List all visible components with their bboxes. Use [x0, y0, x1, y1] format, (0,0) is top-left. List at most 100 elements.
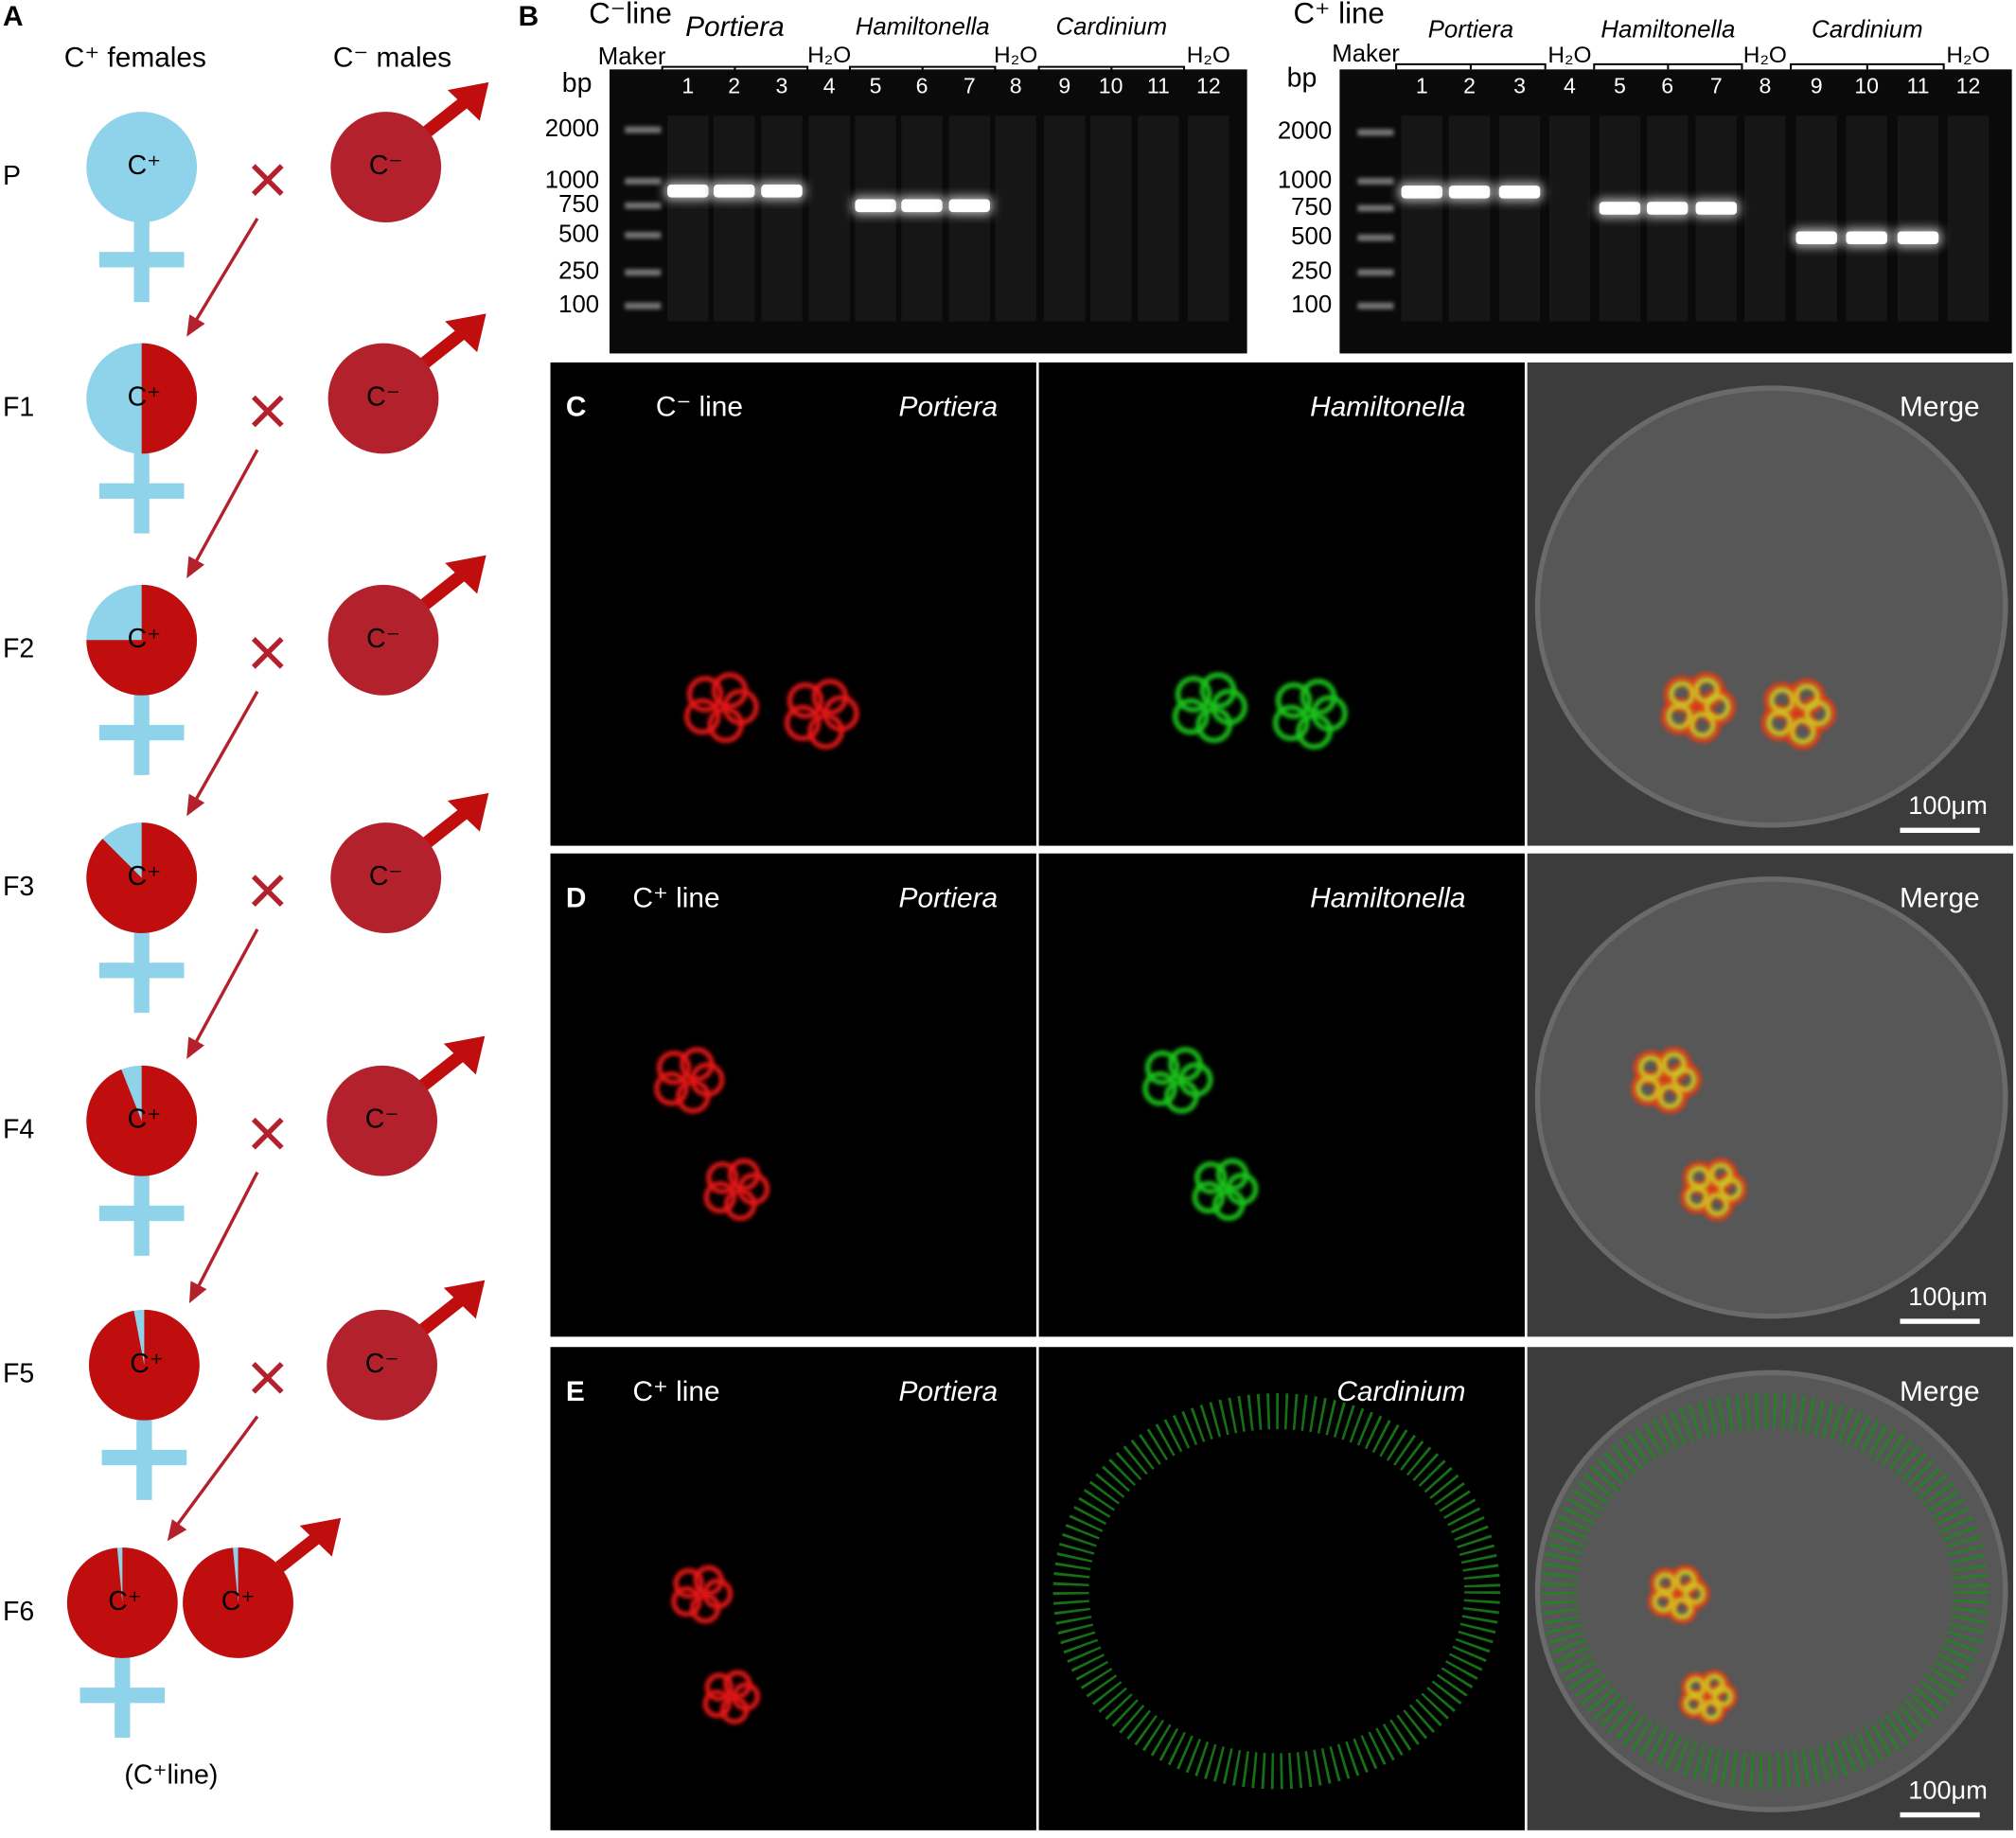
lane-smear: [1846, 115, 1887, 322]
lane-number: 1: [1416, 73, 1428, 97]
symbiont-halo: [1052, 1393, 1501, 1790]
channel-label: Portiera: [899, 392, 999, 423]
male-label: C⁻: [369, 150, 403, 181]
fluorescence-image: [550, 853, 1036, 1337]
bacteriocyte: [1272, 704, 1310, 742]
ladder-size-label: 500: [1291, 223, 1332, 250]
channel-label: Hamiltonella: [1310, 883, 1465, 914]
bacteriocyte: [711, 672, 749, 709]
ladder-band: [1357, 129, 1394, 136]
lane-smear: [761, 115, 803, 322]
ladder-band: [625, 269, 662, 276]
channel-label: Cardinium: [1336, 1376, 1465, 1407]
specimen-outline: [1534, 385, 2008, 828]
lane-number: 12: [1956, 73, 1981, 97]
unit-label: bp: [562, 68, 592, 98]
lane-number: 5: [1614, 73, 1626, 97]
male-label: C⁻: [366, 624, 400, 654]
generation-arrow-head: [186, 1036, 204, 1060]
generation-label: F2: [3, 634, 34, 664]
ladder-size-label: 1000: [545, 167, 599, 193]
male-circle: [330, 112, 442, 222]
lane-number: 4: [1564, 73, 1576, 97]
water-label: H₂O: [1946, 43, 1989, 68]
lane-number: 12: [1196, 73, 1221, 97]
channel-label: Portiera: [899, 883, 999, 914]
generation-arrow-head: [186, 556, 205, 579]
bacteriocyte: [690, 1593, 721, 1624]
band: [1401, 186, 1443, 199]
female-cross: [98, 963, 185, 979]
bacteriocyte: [1173, 698, 1210, 735]
scale-bar-label: 100μm: [1908, 790, 1988, 820]
bacteriocyte: [1142, 1071, 1177, 1106]
lane-number: 1: [681, 73, 694, 97]
lane-number: 7: [964, 73, 976, 97]
group-label: Portiera: [1428, 16, 1513, 43]
group-bracket: [1037, 65, 1186, 73]
group-label: Hamiltonella: [856, 14, 990, 41]
female-cross: [98, 724, 185, 741]
female-label: C⁺: [130, 1349, 164, 1379]
ladder-size-label: 500: [558, 221, 599, 247]
ladder-size-label: 250: [1291, 258, 1332, 285]
fluorescence-image: [550, 362, 1036, 846]
gel-title: C⁻line: [589, 0, 672, 30]
lane-number: 8: [1010, 73, 1022, 97]
lane-smear: [855, 115, 896, 322]
bacteriocyte: [724, 1188, 757, 1221]
channel-label: Portiera: [899, 1376, 999, 1407]
merge-label: Merge: [1900, 883, 1980, 914]
lane-number: 2: [728, 73, 740, 97]
water-label: H₂O: [1743, 43, 1787, 68]
ladder-size-label: 100: [558, 292, 599, 318]
bacteriocyte: [702, 1689, 732, 1719]
generation-arrow: [191, 928, 259, 1049]
male-circle: [327, 1065, 438, 1176]
male-label: C⁻: [365, 1349, 399, 1379]
band: [1448, 186, 1491, 199]
male-circle: [327, 584, 439, 696]
bacteriocyte: [693, 1564, 724, 1597]
bacteriocyte: [1685, 1676, 1707, 1698]
bacteriocyte: [1144, 1050, 1180, 1086]
line-label: C⁻ line: [656, 392, 743, 423]
lane-smear: [1947, 115, 1989, 322]
bacteriocyte: [1212, 1188, 1246, 1221]
bacteriocyte: [1653, 1572, 1677, 1595]
male-arrow-head: [445, 313, 486, 353]
group-bracket: [661, 65, 809, 73]
bacteriocyte: [1192, 1180, 1226, 1214]
lane-smear: [1897, 115, 1939, 322]
column-header: C⁻ males: [333, 42, 451, 73]
bacteriocyte: [1199, 672, 1237, 709]
ladder-band: [1357, 204, 1394, 212]
bacteriocyte: [654, 1071, 689, 1106]
scale-bar: [1900, 1811, 1980, 1818]
female-circle-base: [86, 112, 198, 222]
scale-bar: [1900, 1318, 1980, 1324]
ladder-band: [1357, 234, 1394, 241]
lane-number: 8: [1759, 73, 1771, 97]
bacteriocyte: [707, 706, 744, 743]
female-circle-share: [86, 584, 198, 696]
bacteriocyte: [1215, 1158, 1249, 1192]
lane-smear: [1599, 115, 1641, 322]
fluorescence-image: [550, 1347, 1036, 1830]
female-cross: [101, 1449, 187, 1466]
bacteriocyte: [811, 679, 849, 716]
water-label: H₂O: [1547, 43, 1591, 68]
band: [1646, 202, 1689, 215]
generation-arrow: [191, 690, 259, 805]
lane-smear: [1795, 115, 1837, 322]
bacteriocyte: [787, 682, 824, 719]
lane-smear: [1188, 115, 1229, 322]
female-label: C⁺: [128, 150, 162, 181]
female-cross: [80, 1688, 166, 1704]
bacteriocyte: [1789, 717, 1816, 745]
lane-number: 6: [1661, 73, 1673, 97]
ladder-band: [625, 178, 662, 185]
band: [1897, 231, 1939, 245]
bacteriocyte: [784, 704, 822, 742]
